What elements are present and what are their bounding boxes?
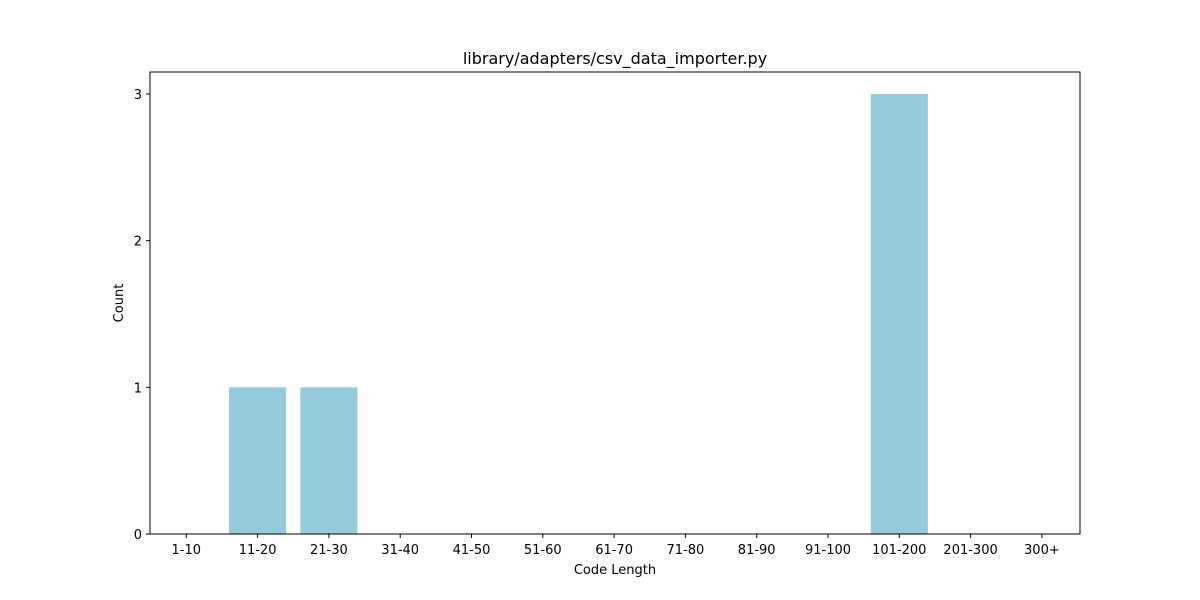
x-tick-label: 21-30 [310, 543, 348, 558]
bar-21-30 [300, 387, 358, 534]
x-tick-label: 11-20 [239, 543, 277, 558]
y-axis-label: Count [112, 284, 127, 323]
x-tick-label: 300+ [1024, 543, 1060, 558]
x-axis: 1-10 11-20 21-30 31-40 41-50 51-60 61-70 71-80 8… [172, 534, 1060, 558]
x-tick-label: 1-10 [172, 543, 202, 558]
y-axis: 0 1 2 3 [134, 88, 150, 543]
bar-101-200 [870, 94, 928, 534]
x-tick-label: 61-70 [595, 543, 633, 558]
bars-layer [229, 94, 928, 534]
x-axis-label: Code Length [574, 563, 656, 578]
x-tick-label: 71-80 [667, 543, 705, 558]
x-tick-label: 31-40 [381, 543, 419, 558]
y-tick-label: 0 [134, 528, 142, 543]
x-tick-label: 41-50 [453, 543, 491, 558]
plot-frame [149, 71, 1081, 535]
bar-11-20 [229, 387, 287, 534]
y-tick-label: 1 [134, 381, 142, 396]
x-tick-label: 81-90 [738, 543, 776, 558]
x-tick-label: 51-60 [524, 543, 562, 558]
x-tick-label: 101-200 [872, 543, 926, 558]
x-tick-label: 91-100 [805, 543, 851, 558]
x-tick-label: 201-300 [943, 543, 997, 558]
y-tick-label: 2 [134, 235, 142, 250]
y-tick-label: 3 [134, 88, 142, 103]
chart-title: library/adapters/csv_data_importer.py [463, 49, 767, 69]
